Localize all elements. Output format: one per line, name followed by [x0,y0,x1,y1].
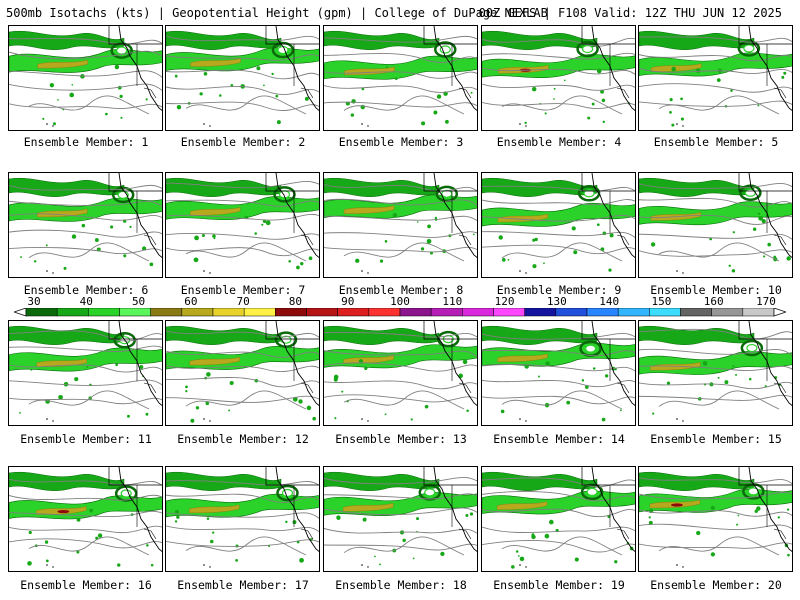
ensemble-member-map [638,172,793,278]
colorbar-swatch [337,308,370,317]
colorbar-tick-label: 120 [494,295,515,308]
ensemble-member-label: Ensemble Member: 12 [177,432,309,446]
ensemble-member-map [638,320,793,426]
colorbar-tick-label: 150 [651,295,672,308]
ensemble-member-map [323,172,478,278]
colorbar-swatch [711,308,744,317]
ensemble-member-map [638,25,793,131]
ensemble-member-label: Ensemble Member: 1 [23,135,149,149]
ensemble-member-label: Ensemble Member: 5 [653,135,779,149]
colorbar-swatch [150,308,183,317]
colorbar-swatch [25,308,58,317]
colorbar-tick-label: 140 [599,295,620,308]
ensemble-member-map [481,320,636,426]
ensemble-member-map [481,25,636,131]
ensemble-member-label: Ensemble Member: 17 [177,578,309,592]
ensemble-member-map [323,25,478,131]
colorbar-tick-label: 110 [442,295,463,308]
ensemble-member-map [323,320,478,426]
colorbar-swatch [399,308,432,317]
colorbar-tick-label: 160 [703,295,724,308]
colorbar-swatch [306,308,338,317]
colorbar-swatch [586,308,619,317]
ensemble-member-map [8,466,163,572]
colorbar-swatch [617,308,650,317]
colorbar-swatch [368,308,401,317]
ensemble-member-label: Ensemble Member: 9 [496,283,622,297]
colorbar-tick-label: 170 [756,295,776,308]
ensemble-member-label: Ensemble Member: 6 [23,283,149,297]
ensemble-member-label: Ensemble Member: 16 [20,578,152,592]
colorbar-swatch [555,308,588,317]
ensemble-member-label: Ensemble Member: 7 [180,283,306,297]
ensemble-member-map [8,172,163,278]
ensemble-member-label: Ensemble Member: 20 [650,578,782,592]
ensemble-member-map [481,466,636,572]
colorbar-max-arrow [773,308,786,317]
colorbar-swatch [212,308,245,317]
ensemble-member-map [165,25,320,131]
colorbar-tick-label: 80 [288,295,303,308]
ensemble-member-label: Ensemble Member: 13 [335,432,467,446]
ensemble-member-label: Ensemble Member: 8 [338,283,464,297]
colorbar-tick-label: 40 [79,295,93,308]
colorbar-swatch [742,308,775,317]
ensemble-member-map [165,172,320,278]
ensemble-member-label: Ensemble Member: 3 [338,135,464,149]
ensemble-member-label: Ensemble Member: 11 [20,432,152,446]
colorbar-tick-label: 70 [236,295,250,308]
colorbar-swatch [119,308,151,317]
model-run-valid-time: 00Z GEFS | F108 Valid: 12Z THU JUN 12 20… [478,6,782,20]
colorbar-tick-label: 50 [131,295,146,308]
colorbar-swatch [88,308,120,317]
colorbar-swatch [275,308,307,317]
colorbar-swatch [243,308,276,317]
colorbar-tick-label: 30 [27,295,41,308]
colorbar-swatch [493,308,525,317]
ensemble-member-map [638,466,793,572]
colorbar-tick-label: 130 [546,295,567,308]
colorbar-swatch [649,308,681,317]
ensemble-member-map [8,25,163,131]
title-bar: 500mb Isotachs (kts) | Geopotential Heig… [6,5,796,21]
colorbar-swatch [430,308,463,317]
ensemble-member-label: Ensemble Member: 10 [650,283,782,297]
colorbar-tick-label: 100 [390,295,410,308]
ensemble-member-map [8,320,163,426]
colorbar-tick-label: 90 [341,295,355,308]
colorbar-swatch [181,308,214,317]
isotach-colorbar: 30 40 50 60 70 80 90 100 110 120 130 140 150 160 170 [14,296,786,320]
ensemble-member-label: Ensemble Member: 4 [496,135,622,149]
colorbar-swatches [14,308,786,317]
ensemble-member-label: Ensemble Member: 19 [493,578,625,592]
ensemble-member-map [323,466,478,572]
ensemble-member-label: Ensemble Member: 15 [650,432,782,446]
colorbar-swatch [462,308,494,317]
colorbar-swatch [56,308,89,317]
ensemble-member-label: Ensemble Member: 2 [180,135,306,149]
colorbar-tick-label: 60 [184,295,198,308]
colorbar-swatch [680,308,712,317]
colorbar-swatch [524,308,557,317]
product-title: 500mb Isotachs (kts) | Geopotential Heig… [6,6,548,20]
ensemble-member-map [165,466,320,572]
ensemble-member-label: Ensemble Member: 18 [335,578,467,592]
ensemble-member-map [165,320,320,426]
colorbar-min-arrow [14,308,27,317]
ensemble-member-label: Ensemble Member: 14 [493,432,625,446]
ensemble-member-map [481,172,636,278]
